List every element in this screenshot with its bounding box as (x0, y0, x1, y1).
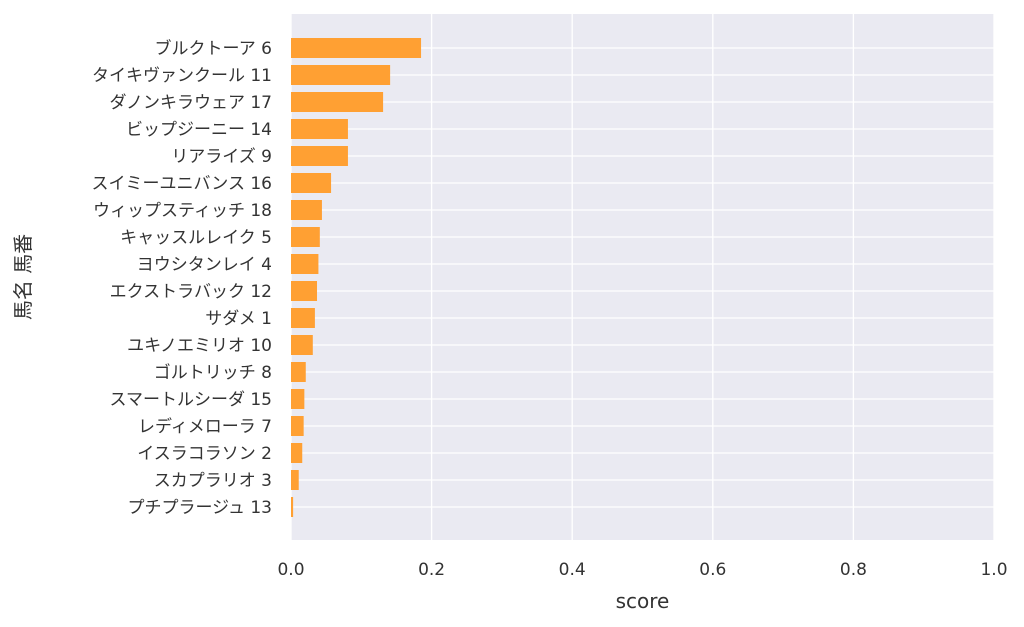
y-axis-title: 馬名 馬番 (11, 234, 35, 320)
y-tick-label: ビップジーニー 14 (126, 120, 272, 140)
y-tick-label: ユキノエミリオ 10 (127, 336, 272, 356)
bar (291, 146, 348, 166)
bar (291, 335, 313, 355)
bar (291, 362, 306, 382)
bar (291, 200, 322, 220)
x-tick-labels: 0.0 0.2 0.4 0.6 0.8 1.0 (277, 560, 1007, 580)
y-tick-label: サダメ 1 (205, 309, 272, 329)
y-tick-labels: ブルクトーア 6 タイキヴァンクール 11 ダノンキラウェア 17 ビップジーニー 1… (91, 38, 272, 518)
x-axis-title: score (616, 589, 670, 613)
y-tick-label: プチプラージュ 13 (127, 498, 272, 518)
bar (291, 92, 383, 112)
bar (291, 119, 348, 139)
bar (291, 38, 421, 58)
x-tick-label: 0.8 (840, 560, 867, 580)
bar (291, 443, 302, 463)
y-tick-label: スカプラリオ 3 (154, 471, 272, 491)
bar (291, 254, 318, 274)
y-tick-label: ゴルトリッチ 8 (154, 362, 272, 383)
y-tick-label: ウィップスティッチ 18 (93, 201, 272, 221)
bar (291, 65, 390, 85)
plot-background (291, 14, 994, 540)
x-tick-label: 1.0 (980, 560, 1007, 580)
y-tick-label: スマートルシーダ 15 (109, 390, 272, 410)
bar (291, 470, 299, 490)
y-tick-label: レディメローラ 7 (138, 416, 272, 437)
x-tick-label: 0.0 (277, 560, 304, 580)
y-tick-label: ヨウシタンレイ 4 (137, 255, 272, 275)
x-tick-label: 0.2 (418, 560, 445, 580)
bar (291, 227, 320, 247)
bar (291, 497, 293, 517)
bar (291, 416, 304, 436)
bar (291, 389, 304, 409)
y-tick-label: イスラコラソン 2 (137, 444, 272, 464)
x-tick-label: 0.4 (559, 560, 586, 580)
bar (291, 173, 331, 193)
y-tick-label: タイキヴァンクール 11 (92, 66, 272, 86)
y-tick-label: キャッスルレイク 5 (120, 228, 272, 248)
y-tick-label: リアライズ 9 (171, 147, 272, 167)
y-tick-label: エクストラバック 12 (110, 282, 272, 302)
x-tick-label: 0.6 (699, 560, 726, 580)
y-tick-label: ブルクトーア 6 (154, 38, 272, 59)
y-tick-label: スイミーユニバンス 16 (91, 174, 272, 194)
y-tick-label: ダノンキラウェア 17 (109, 93, 272, 113)
bar (291, 308, 315, 328)
bar (291, 281, 317, 301)
